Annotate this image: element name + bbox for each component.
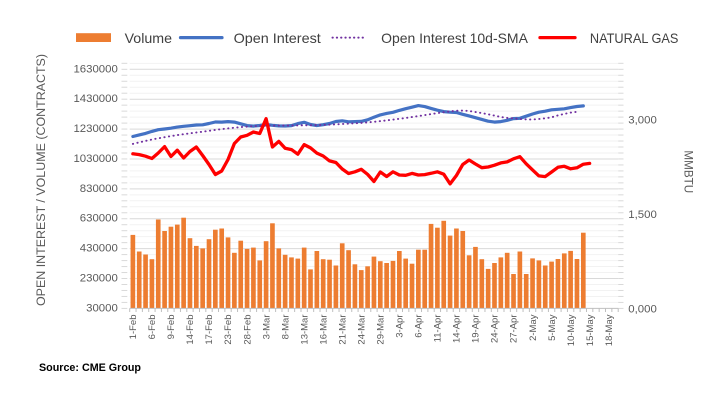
- svg-text:28-Feb: 28-Feb: [242, 315, 253, 345]
- svg-text:13-Mar: 13-Mar: [299, 315, 310, 345]
- svg-text:6-Feb: 6-Feb: [147, 315, 158, 340]
- svg-text:NATURAL GAS: NATURAL GAS: [590, 30, 679, 46]
- svg-text:8-Mar: 8-Mar: [280, 315, 291, 340]
- svg-text:1030000: 1030000: [73, 153, 117, 165]
- svg-text:6-Apr: 6-Apr: [414, 315, 425, 338]
- svg-text:14-Feb: 14-Feb: [185, 315, 196, 345]
- svg-text:3-Apr: 3-Apr: [395, 315, 406, 338]
- svg-text:1630000: 1630000: [73, 63, 117, 75]
- svg-text:14-Apr: 14-Apr: [452, 315, 463, 344]
- svg-text:29-Mar: 29-Mar: [375, 315, 386, 345]
- svg-text:3,000: 3,000: [628, 115, 657, 127]
- svg-text:17-Feb: 17-Feb: [204, 315, 215, 345]
- svg-text:1230000: 1230000: [73, 123, 117, 135]
- svg-text:230000: 230000: [80, 273, 118, 285]
- svg-text:Volume: Volume: [125, 30, 173, 46]
- svg-text:10-May: 10-May: [566, 314, 577, 346]
- svg-text:1430000: 1430000: [73, 93, 117, 105]
- svg-text:18-May: 18-May: [604, 314, 615, 346]
- svg-text:0,000: 0,000: [628, 303, 657, 315]
- svg-text:9-Feb: 9-Feb: [166, 315, 177, 340]
- svg-text:11-Apr: 11-Apr: [433, 315, 444, 343]
- svg-text:5-May: 5-May: [547, 314, 558, 341]
- svg-text:3-Mar: 3-Mar: [261, 315, 272, 340]
- svg-text:Open Interest: Open Interest: [234, 30, 321, 46]
- svg-text:830000: 830000: [80, 183, 118, 195]
- svg-text:430000: 430000: [80, 243, 118, 255]
- svg-text:Source: CME Group: Source: CME Group: [39, 362, 141, 374]
- svg-text:30000: 30000: [86, 302, 118, 314]
- svg-text:24-Mar: 24-Mar: [356, 315, 367, 345]
- svg-text:1-Feb: 1-Feb: [128, 315, 139, 340]
- svg-text:2-May: 2-May: [528, 314, 539, 341]
- svg-text:24-Apr: 24-Apr: [490, 315, 501, 344]
- svg-text:27-Apr: 27-Apr: [509, 315, 520, 344]
- svg-text:16-Mar: 16-Mar: [318, 315, 329, 345]
- svg-text:1,500: 1,500: [628, 209, 657, 221]
- svg-text:OPEN INTEREST / VOLUME (CONTRA: OPEN INTEREST / VOLUME (CONTRACTS): [34, 54, 48, 306]
- svg-text:23-Feb: 23-Feb: [223, 315, 234, 345]
- svg-text:21-Mar: 21-Mar: [337, 315, 348, 345]
- svg-text:15-May: 15-May: [585, 314, 596, 346]
- svg-text:630000: 630000: [80, 213, 118, 225]
- svg-text:Open Interest 10d-SMA: Open Interest 10d-SMA: [381, 30, 528, 46]
- svg-text:19-Apr: 19-Apr: [471, 315, 482, 344]
- svg-text:MMBTU: MMBTU: [682, 150, 695, 193]
